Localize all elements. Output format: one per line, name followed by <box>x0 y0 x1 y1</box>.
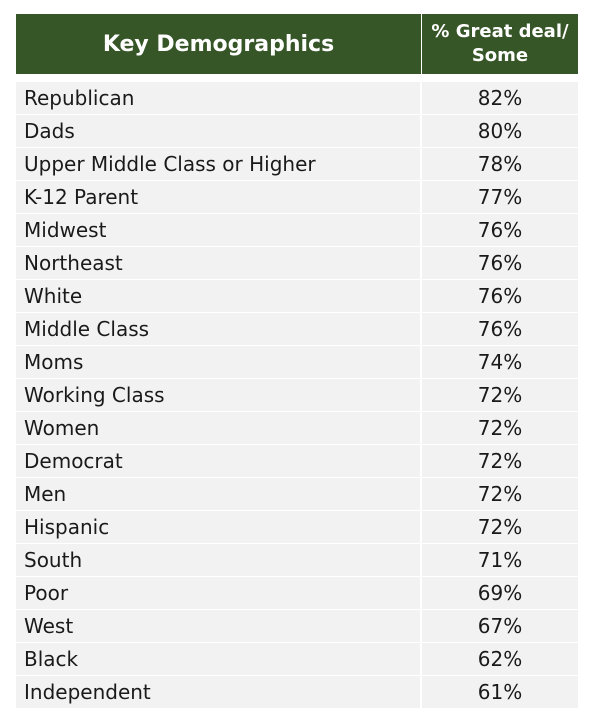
table-row: Independent 61% <box>16 676 578 709</box>
header-label: Key Demographics <box>16 14 422 74</box>
table-row: White 76% <box>16 280 578 313</box>
header-value: % Great deal/ Some <box>422 14 578 74</box>
row-value: 77% <box>477 185 523 209</box>
row-value: 62% <box>477 647 523 671</box>
row-label: Poor <box>16 577 422 609</box>
row-label: Upper Middle Class or Higher <box>16 148 422 180</box>
row-label: Women <box>16 412 422 444</box>
row-value: 74% <box>477 350 523 374</box>
table-row: Men 72% <box>16 478 578 511</box>
table-row: Dads 80% <box>16 115 578 148</box>
row-value: 71% <box>477 548 523 572</box>
row-label: Working Class <box>16 379 422 411</box>
table-row: K-12 Parent 77% <box>16 181 578 214</box>
row-label: Black <box>16 643 422 675</box>
table-header: Key Demographics % Great deal/ Some <box>16 14 578 74</box>
row-value: 82% <box>477 86 523 110</box>
demographics-table: Key Demographics % Great deal/ Some Repu… <box>16 14 578 709</box>
row-value: 69% <box>477 581 523 605</box>
table-row: Republican 82% <box>16 82 578 115</box>
row-value: 76% <box>477 284 523 308</box>
table-body: Republican 82% Dads 80% Upper Middle Class o… <box>16 82 578 709</box>
row-label: Middle Class <box>16 313 422 345</box>
table-row: Black 62% <box>16 643 578 676</box>
table-row: Poor 69% <box>16 577 578 610</box>
row-label: Dads <box>16 115 422 147</box>
row-label: West <box>16 610 422 642</box>
table-row: Moms 74% <box>16 346 578 379</box>
row-value: 78% <box>477 152 523 176</box>
row-label: South <box>16 544 422 576</box>
row-value: 76% <box>477 251 523 275</box>
row-value: 80% <box>477 119 523 143</box>
row-value: 76% <box>477 317 523 341</box>
table-row: Democrat 72% <box>16 445 578 478</box>
header-value-line2: Some <box>471 45 529 66</box>
row-value: 76% <box>477 218 523 242</box>
table-row: Working Class 72% <box>16 379 578 412</box>
table-row: Midwest 76% <box>16 214 578 247</box>
row-label: Northeast <box>16 247 422 279</box>
row-label: Republican <box>16 82 422 114</box>
row-label: Democrat <box>16 445 422 477</box>
row-label: Men <box>16 478 422 510</box>
row-value: 72% <box>477 416 523 440</box>
row-value: 72% <box>477 482 523 506</box>
row-label: K-12 Parent <box>16 181 422 213</box>
row-value: 72% <box>477 383 523 407</box>
table-row: Women 72% <box>16 412 578 445</box>
row-label: Independent <box>16 676 422 708</box>
row-value: 72% <box>477 449 523 473</box>
row-label: Moms <box>16 346 422 378</box>
table-row: Hispanic 72% <box>16 511 578 544</box>
table-row: Middle Class 76% <box>16 313 578 346</box>
row-value: 67% <box>477 614 523 638</box>
table-row: Northeast 76% <box>16 247 578 280</box>
row-label: Midwest <box>16 214 422 246</box>
table-row: South 71% <box>16 544 578 577</box>
row-value: 72% <box>477 515 523 539</box>
table-row: Upper Middle Class or Higher 78% <box>16 148 578 181</box>
row-label: White <box>16 280 422 312</box>
table-row: West 67% <box>16 610 578 643</box>
header-value-line1: % Great deal/ <box>431 21 569 42</box>
row-label: Hispanic <box>16 511 422 543</box>
row-value: 61% <box>477 680 523 704</box>
